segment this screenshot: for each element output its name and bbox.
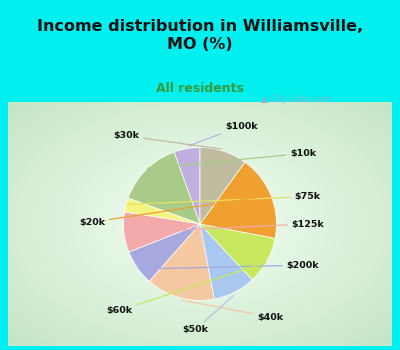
- Text: All residents: All residents: [156, 82, 244, 95]
- Text: Income distribution in Williamsville,
MO (%): Income distribution in Williamsville, MO…: [37, 19, 363, 52]
- Wedge shape: [200, 148, 245, 224]
- Wedge shape: [200, 224, 252, 299]
- Text: $20k: $20k: [79, 196, 270, 226]
- Wedge shape: [200, 224, 275, 280]
- Text: $60k: $60k: [106, 262, 266, 315]
- Text: $200k: $200k: [139, 261, 319, 270]
- Text: $100k: $100k: [189, 121, 258, 146]
- Wedge shape: [200, 162, 276, 238]
- Wedge shape: [174, 148, 200, 224]
- Text: $50k: $50k: [182, 296, 234, 334]
- Wedge shape: [128, 152, 200, 224]
- Text: $40k: $40k: [182, 300, 284, 322]
- Wedge shape: [150, 224, 214, 300]
- Text: $75k: $75k: [127, 192, 321, 204]
- Wedge shape: [124, 198, 200, 224]
- Wedge shape: [124, 212, 200, 252]
- Text: $125k: $125k: [125, 219, 324, 232]
- Text: $10k: $10k: [147, 149, 316, 168]
- Wedge shape: [129, 224, 200, 281]
- Text: ▲ City-Data.com: ▲ City-Data.com: [261, 94, 332, 104]
- Text: $30k: $30k: [114, 131, 222, 149]
